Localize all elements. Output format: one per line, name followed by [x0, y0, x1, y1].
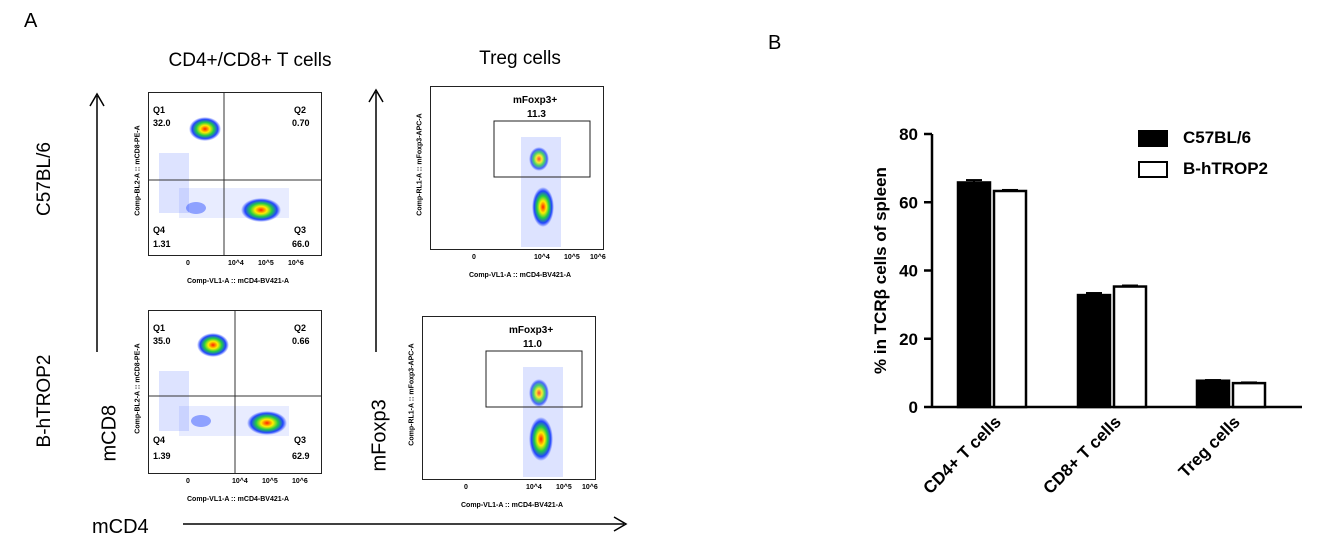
gate-plot-c57bl6: mFoxp3+ 11.3 Comp-RL1-A :: mFoxp3-APC-A …	[410, 86, 610, 286]
x-tick: 10^4	[228, 260, 244, 267]
x-tick: 0	[472, 254, 476, 261]
x-tick: 10^6	[288, 260, 304, 267]
panel-a-letter: A	[24, 10, 38, 32]
legend-swatch-b-htrop2	[1138, 161, 1168, 178]
quadrant-q1-value: 32.0	[153, 118, 171, 128]
cd4-population	[241, 198, 281, 222]
quadrant-q4-value: 1.39	[153, 451, 171, 461]
bar	[1076, 293, 1112, 409]
x-tick: 0	[186, 260, 190, 267]
gate-plot-ylabel: Comp-RL1-A :: mFoxp3-APC-A	[416, 113, 424, 216]
gate-plot-xlabel: Comp-VL1-A :: mCD4-BV421-A	[460, 502, 564, 509]
y-tick-label: 0	[909, 398, 918, 417]
foxp3-negative-population	[529, 417, 553, 461]
foxp3-negative-population	[532, 187, 554, 227]
bar-chart: 0 20 40 60 80 % in TCRβ cells of spleen CD4+ T…	[871, 125, 1302, 498]
quadrant-q3-name: Q3	[294, 435, 307, 445]
x-tick: 0	[464, 484, 468, 491]
quadrant-q2-name: Q2	[294, 105, 307, 115]
quadrant-q2-value: 0.70	[292, 118, 310, 128]
quadrant-plot-frame: Q1 35.0 Q2 0.66 Q4 1.39 Q3 62.9	[148, 310, 322, 474]
gate-value: 11.0	[523, 339, 542, 350]
x-tick: 10^6	[292, 478, 308, 485]
x-tick: 10^5	[564, 254, 580, 261]
foxp3-positive-population	[529, 147, 549, 171]
gate-value: 11.3	[527, 109, 546, 120]
bar	[1112, 285, 1148, 409]
x-tick: 10^5	[258, 260, 274, 267]
scatter-cloud	[159, 153, 189, 213]
x-tick-label: CD4+ T cells	[920, 412, 1005, 497]
x-tick: 10^4	[534, 254, 550, 261]
quadrant-plot-ylabel: Comp-BL2-A :: mCD8-PE-A	[134, 343, 142, 434]
quadrant-plot-scatter	[149, 311, 321, 473]
gate-plot-ylabel: Comp-RL1-A :: mFoxp3-APC-A	[408, 343, 416, 446]
gate-plot-scatter	[485, 350, 583, 477]
x-axis-title-mcd4: mCD4	[92, 516, 149, 538]
quadrant-q3-value: 66.0	[292, 239, 310, 249]
quadrant-q2-value: 0.66	[292, 336, 310, 346]
x-tick-label: CD8+ T cells	[1040, 412, 1125, 497]
quadrant-plot-xlabel: Comp-VL1-A :: mCD4-BV421-A	[186, 278, 290, 285]
x-tick: 10^4	[526, 484, 542, 491]
y-tick-label: 40	[899, 262, 918, 281]
x-tick: 10^6	[590, 254, 606, 261]
y-tick-label: 80	[899, 125, 918, 144]
gate-name: mFoxp3+	[509, 325, 554, 336]
legend-swatch-c57bl6	[1138, 130, 1168, 147]
dn-population	[191, 415, 211, 427]
legend-label-c57bl6: C57BL/6	[1183, 128, 1252, 147]
quadrant-q1-value: 35.0	[153, 336, 171, 346]
gate-plot-xlabel: Comp-VL1-A :: mCD4-BV421-A	[468, 272, 572, 279]
y-tick-label: 20	[899, 330, 918, 349]
quadrant-q4-value: 1.31	[153, 239, 171, 249]
dn-population	[186, 202, 206, 214]
gate-plot-scatter	[493, 120, 591, 247]
gate-name: mFoxp3+	[513, 95, 558, 106]
mfoxp3-arrow-head	[368, 88, 384, 103]
bar	[1195, 379, 1231, 409]
quadrant-plot-scatter	[149, 93, 321, 255]
gate-plot-frame: mFoxp3+ 11.3	[430, 86, 604, 250]
quadrant-plot-ylabel: Comp-BL2-A :: mCD8-PE-A	[134, 125, 142, 216]
quadrant-q3-name: Q3	[294, 225, 307, 235]
quadrant-plot-xlabel: Comp-VL1-A :: mCD4-BV421-A	[186, 496, 290, 503]
quadrant-q4-name: Q4	[153, 435, 166, 445]
y-tick-label: 60	[899, 193, 918, 212]
mcd4-arrow-head	[613, 516, 628, 532]
x-tick: 0	[186, 478, 190, 485]
panel-b-letter: B	[768, 32, 782, 54]
bar	[992, 189, 1028, 409]
quadrant-plot-b-htrop2: Q1 35.0 Q2 0.66 Q4 1.39 Q3 62.9 Comp-BL2…	[128, 310, 343, 510]
gate-plot-b-htrop2: mFoxp3+ 11.0 Comp-RL1-A :: mFoxp3-APC-A …	[402, 316, 602, 516]
cd8-population	[189, 117, 221, 141]
quadrant-q2-name: Q2	[294, 323, 307, 333]
foxp3-gate	[493, 120, 591, 178]
cd4-population	[247, 411, 287, 435]
cd8-population	[197, 333, 229, 357]
bar	[1231, 381, 1267, 409]
x-tick: 10^4	[232, 478, 248, 485]
mcd8-arrow-head	[89, 92, 105, 107]
legend-label-b-htrop2: B-hTROP2	[1183, 159, 1268, 178]
gate-plot-frame: mFoxp3+ 11.0	[422, 316, 596, 480]
x-tick-label: Treg cells	[1175, 412, 1244, 481]
scatter-cloud	[159, 371, 189, 431]
x-tick: 10^5	[556, 484, 572, 491]
quadrant-plot-frame: Q1 32.0 Q2 0.70 Q4 1.31 Q3 66.0	[148, 92, 322, 256]
quadrant-q4-name: Q4	[153, 225, 166, 235]
x-tick: 10^5	[262, 478, 278, 485]
x-tick: 10^6	[582, 484, 598, 491]
quadrant-q1-name: Q1	[153, 105, 166, 115]
treg-column-title: Treg cells	[479, 48, 561, 69]
y-axis-label: % in TCRβ cells of spleen	[871, 167, 890, 374]
cd4-cd8-column-title: CD4+/CD8+ T cells	[168, 50, 332, 71]
quadrant-plot-c57bl6: Q1 32.0 Q2 0.70 Q4 1.31 Q3 66.0 Comp-BL2…	[128, 92, 343, 292]
foxp3-positive-population	[529, 379, 549, 407]
quadrant-q1-name: Q1	[153, 323, 166, 333]
foxp3-gate	[485, 350, 583, 408]
quadrant-q3-value: 62.9	[292, 451, 310, 461]
bar	[956, 181, 992, 409]
